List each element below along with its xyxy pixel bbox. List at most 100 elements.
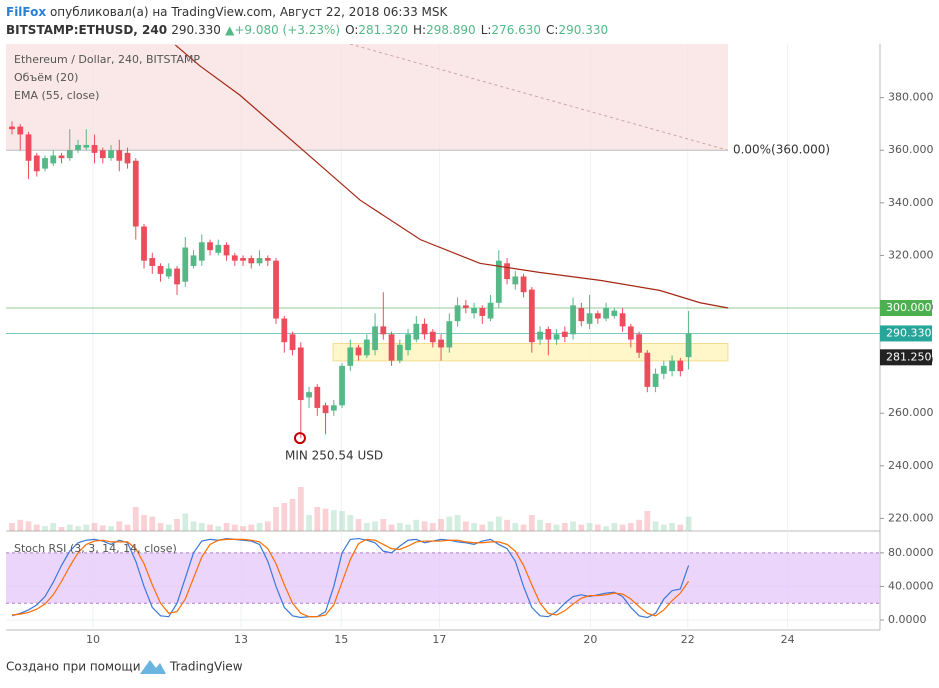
ohlc-value: 276.630 [491, 23, 541, 37]
volume-bar [520, 524, 527, 531]
volume-bar [91, 523, 98, 531]
legend-entry: Ethereum / Dollar, 240, BITSTAMP [14, 53, 200, 66]
volume-bar [512, 523, 519, 531]
candle-body [306, 392, 312, 398]
volume-bar [454, 515, 461, 531]
min-marker [293, 432, 306, 445]
volume-bar [99, 525, 106, 531]
volume-bar [495, 516, 502, 531]
ohlc-value: 290.330 [558, 23, 608, 37]
candle-body [471, 308, 477, 314]
price-label: 281.250 [886, 350, 932, 363]
annotation: MIN 250.54 USD [285, 449, 383, 463]
volume-bar [429, 523, 436, 531]
volume-bar [132, 507, 139, 531]
y-tick-label: 380.000 [888, 91, 934, 104]
footer-brand[interactable]: TradingView [169, 660, 243, 674]
price-label-box [880, 300, 932, 317]
candle-body [603, 308, 609, 319]
volume-bar [685, 516, 692, 531]
y-tick-label: 360.000 [888, 143, 934, 156]
candle-body [636, 334, 642, 353]
volume-bar [330, 510, 337, 531]
stoch-band [6, 552, 880, 604]
candle-body [207, 242, 213, 251]
candle-body [58, 155, 65, 159]
volume-bar [380, 519, 387, 531]
y-tick-label: 240.000 [888, 459, 934, 472]
published: опубликовал(а) на TradingView.com, Авгус… [50, 5, 449, 19]
candle-body [355, 347, 362, 356]
volume-bar [42, 526, 48, 531]
volume-bar [553, 524, 560, 531]
volume-bar [611, 523, 618, 531]
volume-bar [405, 524, 411, 531]
volume-bar [240, 526, 246, 531]
volume-bar [108, 526, 114, 531]
header-line: FilFox опубликовал(а) на TradingView.com… [6, 5, 449, 19]
stoch-line [11, 538, 690, 618]
candle-body [644, 352, 651, 387]
candle-body [652, 373, 659, 387]
volume-bar [256, 523, 263, 531]
volume-bar [652, 521, 659, 531]
volume-bar [586, 523, 593, 531]
candle-body [487, 302, 494, 319]
volume-bar [471, 523, 477, 531]
volume-bar [17, 519, 24, 531]
volume-bar [339, 511, 345, 531]
volume-bar [83, 524, 90, 531]
volume-bar [9, 523, 15, 531]
logo[interactable] [140, 660, 166, 674]
candle-body [9, 126, 15, 130]
ohlc-key: C: [546, 23, 558, 37]
ema-line [174, 44, 729, 309]
header: FilFox опубликовал(а) на TradingView.com… [6, 5, 608, 37]
symbol-line: BITSTAMP:ETHUSD, 240 290.330 ▲+9.080 (+3… [6, 23, 608, 37]
volume-bar [198, 523, 205, 531]
volume-bar [619, 524, 626, 531]
candle-body [91, 144, 98, 153]
candle-body [256, 258, 263, 264]
candle-body [99, 150, 106, 159]
volume-bar [363, 523, 370, 531]
volume-bar [314, 507, 321, 531]
fib-zone [6, 44, 728, 151]
candle-body [454, 305, 461, 322]
candle-body [347, 347, 354, 366]
candle-body [174, 268, 180, 285]
x-tick-label: 24 [781, 633, 795, 646]
volume-bar [561, 523, 568, 531]
ohlc-key: O: [345, 23, 358, 37]
author[interactable]: FilFox [6, 5, 46, 19]
price-label: 290.330 [886, 326, 932, 339]
candle-body [281, 318, 288, 343]
volume-bar [174, 519, 180, 531]
volume-bar [421, 521, 428, 531]
volume-bar [248, 524, 255, 531]
candle-body [157, 265, 164, 274]
change: +9.080 (+3.23%) [234, 23, 340, 37]
candle-body [215, 244, 222, 253]
candle-body [438, 339, 444, 348]
y-tick-label: 340.000 [888, 196, 934, 209]
candle-body [396, 344, 403, 361]
range-box [332, 343, 729, 362]
volume-bar [504, 519, 510, 531]
volume-bar [627, 523, 634, 531]
volume-bar [545, 523, 552, 531]
candle-body [314, 386, 321, 408]
ohlc-value: 281.320 [358, 23, 408, 37]
volume-bar [264, 521, 271, 531]
candle-body [586, 313, 593, 324]
candle-body [182, 247, 189, 282]
volume-bar [322, 508, 329, 531]
volume-bar [149, 516, 156, 531]
candle-body [273, 260, 279, 319]
volume-bar [33, 524, 40, 531]
ohlc-key: H: [413, 23, 426, 37]
volume-bar [207, 524, 213, 531]
volume-bar [75, 526, 81, 531]
candle-body [462, 305, 469, 309]
candle-body [429, 331, 436, 343]
